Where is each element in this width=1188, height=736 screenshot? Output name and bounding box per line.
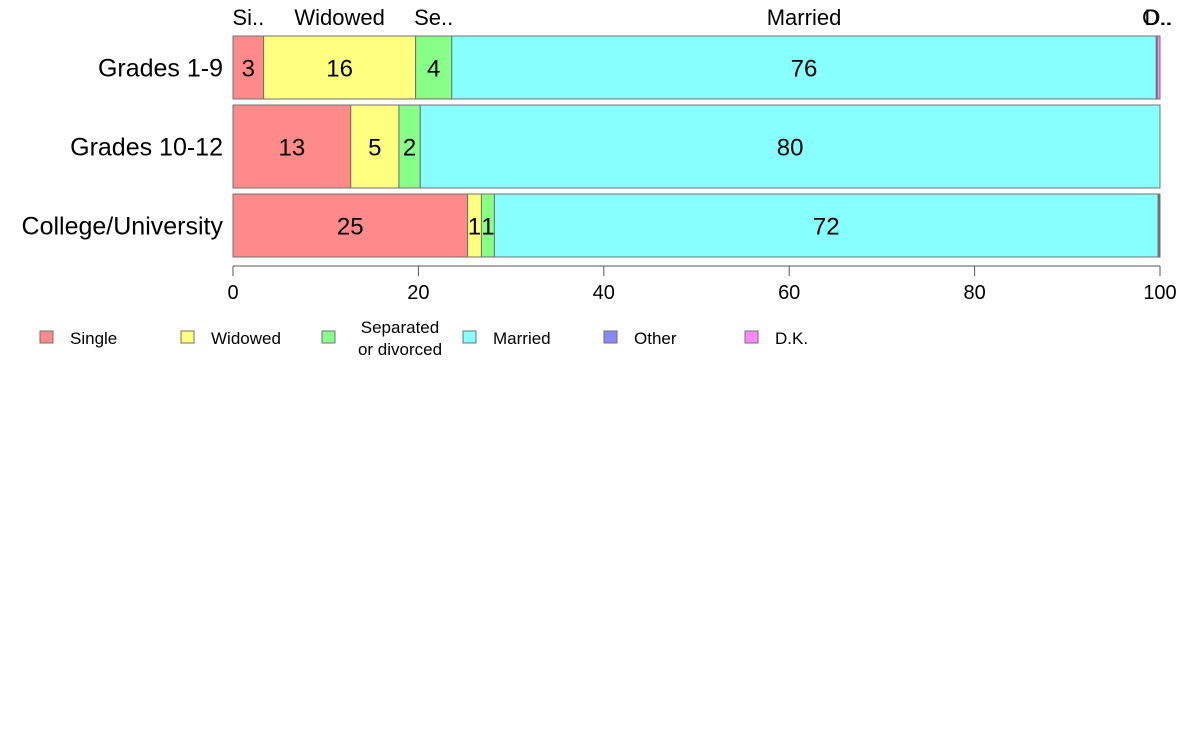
data-label: 1 bbox=[481, 214, 494, 241]
bar-segment bbox=[451, 35, 1157, 100]
x-axis: 0 20 40 60 80 100 bbox=[227, 265, 1177, 304]
legend-label: D.K. bbox=[775, 329, 808, 348]
category-labels: Grades 1-9 Grades 10-12 College/University bbox=[22, 55, 224, 241]
legend-label: Other bbox=[634, 329, 677, 348]
top-series-label: D.. bbox=[1145, 5, 1173, 30]
legend-label: or divorced bbox=[358, 340, 442, 359]
data-label: 3 bbox=[242, 56, 255, 83]
x-tick-label: 0 bbox=[227, 282, 238, 304]
x-tick-label: 60 bbox=[778, 282, 800, 304]
legend-swatch bbox=[462, 330, 477, 344]
data-label: 16 bbox=[326, 56, 353, 83]
x-tick-label: 20 bbox=[407, 282, 429, 304]
data-label: 72 bbox=[813, 214, 840, 241]
bar-segment bbox=[1156, 35, 1161, 100]
bar-segment bbox=[232, 193, 469, 258]
data-label: 2 bbox=[403, 135, 416, 162]
x-tick-label: 80 bbox=[963, 282, 985, 304]
category-label: Grades 1-9 bbox=[98, 55, 223, 83]
bars: 3 16 4 76 13 5 2 80 25 1 1 72 bbox=[232, 35, 1161, 258]
data-label: 13 bbox=[279, 135, 306, 162]
top-labels: Si.. Widowed Se.. Married O..D.. bbox=[232, 5, 1172, 30]
data-label: 80 bbox=[777, 135, 804, 162]
legend-label: Married bbox=[493, 329, 551, 348]
legend-swatch bbox=[744, 330, 759, 344]
bar-segment bbox=[419, 104, 1161, 189]
bar-segment bbox=[350, 104, 400, 189]
data-label: 76 bbox=[791, 56, 818, 83]
bar-segment bbox=[1158, 193, 1161, 258]
legend-swatch bbox=[321, 330, 336, 344]
bar-segment bbox=[232, 104, 352, 189]
legend-swatch bbox=[39, 330, 54, 344]
data-label: 5 bbox=[368, 135, 381, 162]
bar-segment bbox=[493, 193, 1159, 258]
bar-segment bbox=[263, 35, 417, 100]
legend-swatch bbox=[603, 330, 618, 344]
top-series-label: Se.. bbox=[414, 5, 453, 30]
data-label: 25 bbox=[337, 214, 364, 241]
legend-label: Single bbox=[70, 329, 117, 348]
data-label: 1 bbox=[468, 214, 481, 241]
legend-swatch bbox=[180, 330, 195, 344]
x-tick-label: 100 bbox=[1143, 282, 1176, 304]
category-label: Grades 10-12 bbox=[70, 134, 223, 162]
bar-segment bbox=[415, 35, 453, 100]
x-tick-label: 40 bbox=[593, 282, 615, 304]
legend: Single Widowed Separated or divorced Married… bbox=[39, 318, 808, 359]
top-series-label: Widowed bbox=[294, 5, 384, 30]
bar-segment bbox=[232, 35, 265, 100]
top-series-label: Married bbox=[767, 5, 842, 30]
data-label: 4 bbox=[427, 56, 440, 83]
legend-label: Widowed bbox=[211, 329, 281, 348]
category-label: College/University bbox=[22, 213, 224, 241]
top-series-label: O.. bbox=[1142, 5, 1171, 30]
legend-label: Separated bbox=[361, 318, 439, 337]
top-series-label: Si.. bbox=[232, 5, 264, 30]
